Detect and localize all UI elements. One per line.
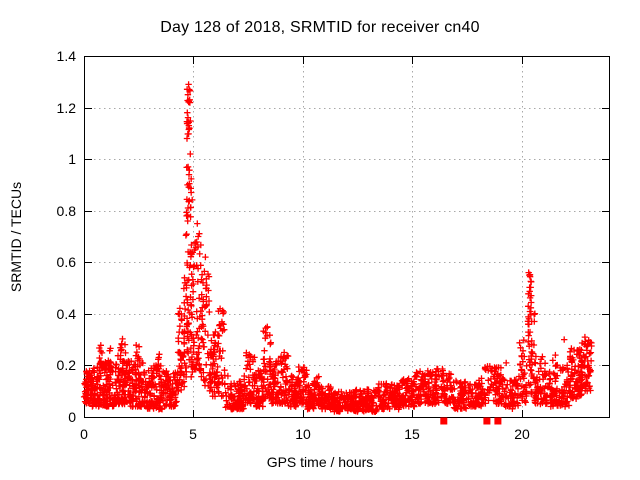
x-axis-label: GPS time / hours: [266, 454, 374, 470]
y-tick-label: 0.6: [56, 254, 76, 270]
x-tick-label: 5: [189, 426, 197, 442]
y-tick-label: 0.4: [56, 306, 76, 322]
x-tick-label: 15: [404, 426, 420, 442]
y-tick-label: 0.2: [56, 357, 76, 373]
y-tick-label: 1.2: [56, 100, 76, 116]
x-tick-label: 20: [514, 426, 530, 442]
x-tick-label: 0: [80, 426, 88, 442]
y-tick-label: 1: [68, 151, 76, 167]
y-tick-label: 0.8: [56, 203, 76, 219]
y-tick-label: 1.4: [56, 48, 76, 64]
chart-title: Day 128 of 2018, SRMTID for receiver cn4…: [160, 19, 480, 36]
y-tick-label: 0: [68, 409, 76, 425]
y-axis-label: SRMTID / TECUs: [8, 181, 24, 293]
x-tick-label: 10: [295, 426, 311, 442]
